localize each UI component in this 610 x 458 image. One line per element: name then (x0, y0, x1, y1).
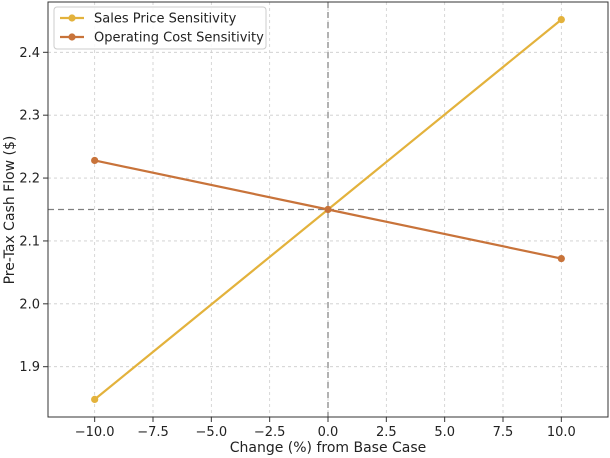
x-tick-label: 10.0 (547, 425, 576, 440)
y-tick-label: 2.0 (19, 297, 40, 312)
y-tick-label: 1.9 (19, 360, 40, 375)
legend-label: Sales Price Sensitivity (94, 12, 237, 27)
ticks: −10.0 −7.5 −5.0 −2.5 0.0 2.5 5.0 7.5 10.0 1.9 2.0 2… (19, 46, 575, 440)
y-tick-label: 2.1 (19, 234, 40, 249)
x-tick-label: −5.0 (196, 425, 228, 440)
operating-cost-sensitivity-point (91, 156, 99, 165)
sales-price-sensitivity-point (91, 395, 99, 403)
x-tick-label: −10.0 (75, 425, 115, 440)
y-tick-label: 2.4 (19, 46, 40, 61)
operating-cost-sensitivity-point (324, 205, 332, 214)
operating-cost-sensitivity-point (557, 254, 565, 263)
x-tick-label: 7.5 (493, 425, 514, 440)
x-tick-label: −7.5 (137, 425, 169, 440)
y-tick-label: 2.2 (19, 172, 40, 187)
x-axis-label: Change (%) from Base Case (230, 440, 427, 456)
x-tick-label: 2.5 (376, 425, 397, 440)
legend-swatch-marker (68, 14, 76, 22)
series (91, 16, 565, 403)
legend-label: Operating Cost Sensitivity (94, 31, 264, 46)
legend: Sales Price Sensitivity Operating Cost Se… (53, 6, 267, 50)
x-tick-label: −2.5 (254, 425, 286, 440)
y-tick-label: 2.3 (19, 109, 40, 124)
legend-box (53, 6, 267, 50)
x-tick-label: 5.0 (434, 425, 455, 440)
sales-price-sensitivity-point (557, 16, 565, 24)
x-tick-label: 0.0 (318, 425, 339, 440)
legend-swatch-marker (68, 33, 76, 41)
y-axis-label: Pre-Tax Cash Flow ($) (2, 136, 18, 285)
